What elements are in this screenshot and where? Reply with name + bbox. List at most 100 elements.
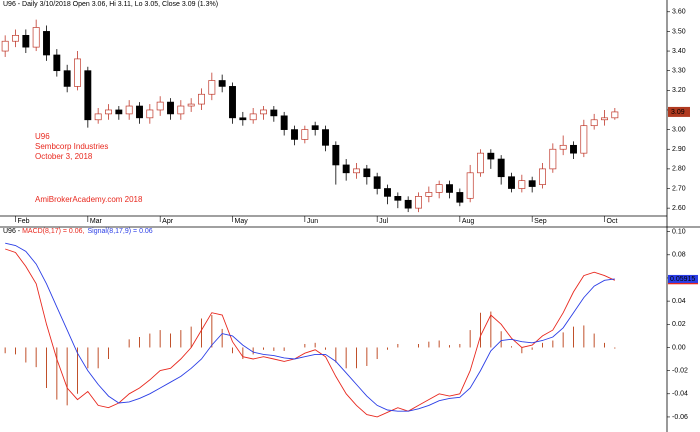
y-tick-label: 2.80 xyxy=(672,166,686,173)
series-line xyxy=(5,242,615,412)
candle-body xyxy=(435,184,443,193)
y-tick-label: -0.06 xyxy=(672,414,688,421)
candle-body xyxy=(229,86,236,119)
annotation: October 3, 2018 xyxy=(35,152,93,161)
candle-body xyxy=(105,109,112,115)
candle-body xyxy=(280,115,288,130)
candle-body xyxy=(425,192,433,197)
candle-body xyxy=(301,129,309,140)
candle-body xyxy=(43,31,50,56)
candle-body xyxy=(611,111,619,119)
y-tick-label: -0.04 xyxy=(672,391,688,398)
candle-body xyxy=(249,113,257,121)
annotation: U96 xyxy=(35,132,50,141)
macd-title-prefix: U96 - xyxy=(3,228,22,235)
last-signal-label: 0.05915 xyxy=(670,276,695,283)
y-tick-label: 3.40 xyxy=(672,48,686,55)
candle-body xyxy=(63,70,71,87)
candle-body xyxy=(549,148,557,170)
candle-body xyxy=(539,168,546,185)
annotation: AmiBrokerAcademy.com 2018 xyxy=(35,195,143,204)
candle-body xyxy=(270,109,278,117)
candle-body xyxy=(208,80,216,95)
candle-body xyxy=(53,54,61,72)
y-tick-label: 0.00 xyxy=(672,344,686,351)
macd-title: U96 - MACD(8,17) = 0.06, Signal(8,17,9) =… xyxy=(3,228,153,235)
y-tick-label: 2.60 xyxy=(672,205,686,212)
candle-body xyxy=(559,144,567,150)
candle-body xyxy=(518,180,526,189)
candle-body xyxy=(125,105,133,115)
y-tick-label: 0.08 xyxy=(672,252,686,259)
candle-body xyxy=(291,129,298,140)
x-tick-label: Mar xyxy=(90,218,103,225)
candle-body xyxy=(1,40,9,52)
candle-body xyxy=(332,144,340,166)
y-tick-label: -0.02 xyxy=(672,367,688,374)
last-signal-badge xyxy=(668,274,698,283)
candle-body xyxy=(580,125,588,154)
candle-body xyxy=(198,93,205,105)
x-tick-label: Jun xyxy=(307,218,318,225)
candle-body xyxy=(94,113,102,121)
candle-body xyxy=(404,199,412,209)
x-tick-label: May xyxy=(235,218,249,225)
last-price-label: 3.09 xyxy=(671,109,685,116)
y-tick-label: 0.02 xyxy=(672,321,686,328)
x-tick-label: Sep xyxy=(534,218,547,225)
candle-body xyxy=(22,34,30,48)
candle-body xyxy=(570,144,577,154)
candle-body xyxy=(373,176,381,189)
candle-body xyxy=(415,196,422,209)
last-price-badge xyxy=(668,106,690,117)
candle-body xyxy=(456,192,464,203)
candle-body xyxy=(363,168,371,178)
chart-title: U96 - Daily 3/10/2018 Open 3.06, Hi 3.11… xyxy=(3,1,218,8)
candle-body xyxy=(466,172,474,199)
candle-body xyxy=(311,125,319,130)
candle-body xyxy=(146,109,154,119)
candle-body xyxy=(260,109,267,115)
annotation: Sembcorp Industries xyxy=(35,142,108,151)
candle-body xyxy=(218,80,226,87)
y-tick-label: 0.04 xyxy=(672,298,686,305)
y-tick-label: 3.00 xyxy=(672,126,686,133)
candle-body xyxy=(74,58,81,87)
y-tick-label: 3.50 xyxy=(672,28,686,35)
candle-body xyxy=(187,103,195,107)
y-tick-label: 3.60 xyxy=(672,9,686,16)
legend-signal: Signal(8,17,9) = 0.06 xyxy=(88,228,153,235)
candle-body xyxy=(167,101,174,115)
candle-body xyxy=(497,158,505,178)
candle-body xyxy=(115,109,123,115)
y-tick-label: 0.10 xyxy=(672,228,686,235)
candle-body xyxy=(601,117,608,121)
candle-body xyxy=(84,70,92,121)
candle-body xyxy=(477,152,484,174)
candle-body xyxy=(136,105,143,119)
candle-body xyxy=(342,164,350,174)
y-tick-label: 2.90 xyxy=(672,146,686,153)
y-tick-label: 3.30 xyxy=(672,68,686,75)
candle-body xyxy=(322,129,329,146)
candle-body xyxy=(239,117,247,121)
candle-body xyxy=(12,34,19,42)
legend-macd: MACD(8,17) = 0.06, xyxy=(22,228,84,235)
candle-body xyxy=(156,101,164,111)
x-tick-label: Apr xyxy=(162,218,174,225)
y-tick-label: 3.20 xyxy=(672,87,686,94)
y-tick-label: 2.70 xyxy=(672,185,686,192)
candle-body xyxy=(32,27,40,48)
x-tick-label: Feb xyxy=(18,218,30,225)
candle-body xyxy=(590,119,598,127)
candle-body xyxy=(508,176,515,189)
candle-body xyxy=(177,105,185,115)
candle-body xyxy=(394,196,402,201)
candle-body xyxy=(446,184,453,193)
candle-body xyxy=(353,168,360,174)
x-tick-label: Jul xyxy=(379,218,388,225)
candle-body xyxy=(384,188,391,197)
candle-body xyxy=(487,152,495,160)
x-tick-label: Oct xyxy=(607,218,618,225)
